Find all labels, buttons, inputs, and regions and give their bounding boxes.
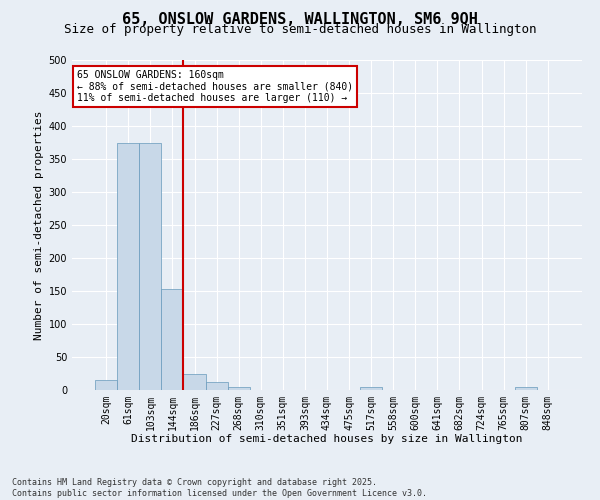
Bar: [184, 374, 206, 390]
Bar: [117, 142, 139, 390]
Bar: [206, 382, 227, 390]
Text: 65, ONSLOW GARDENS, WALLINGTON, SM6 9QH: 65, ONSLOW GARDENS, WALLINGTON, SM6 9QH: [122, 12, 478, 28]
Y-axis label: Number of semi-detached properties: Number of semi-detached properties: [34, 110, 44, 340]
Bar: [360, 386, 382, 390]
Bar: [161, 289, 184, 390]
Bar: [227, 388, 250, 390]
X-axis label: Distribution of semi-detached houses by size in Wallington: Distribution of semi-detached houses by …: [131, 434, 523, 444]
Text: Size of property relative to semi-detached houses in Wallington: Size of property relative to semi-detach…: [64, 22, 536, 36]
Bar: [95, 380, 117, 390]
Text: Contains HM Land Registry data © Crown copyright and database right 2025.
Contai: Contains HM Land Registry data © Crown c…: [12, 478, 427, 498]
Bar: [139, 142, 161, 390]
Text: 65 ONSLOW GARDENS: 160sqm
← 88% of semi-detached houses are smaller (840)
11% of: 65 ONSLOW GARDENS: 160sqm ← 88% of semi-…: [77, 70, 353, 103]
Bar: [515, 386, 537, 390]
